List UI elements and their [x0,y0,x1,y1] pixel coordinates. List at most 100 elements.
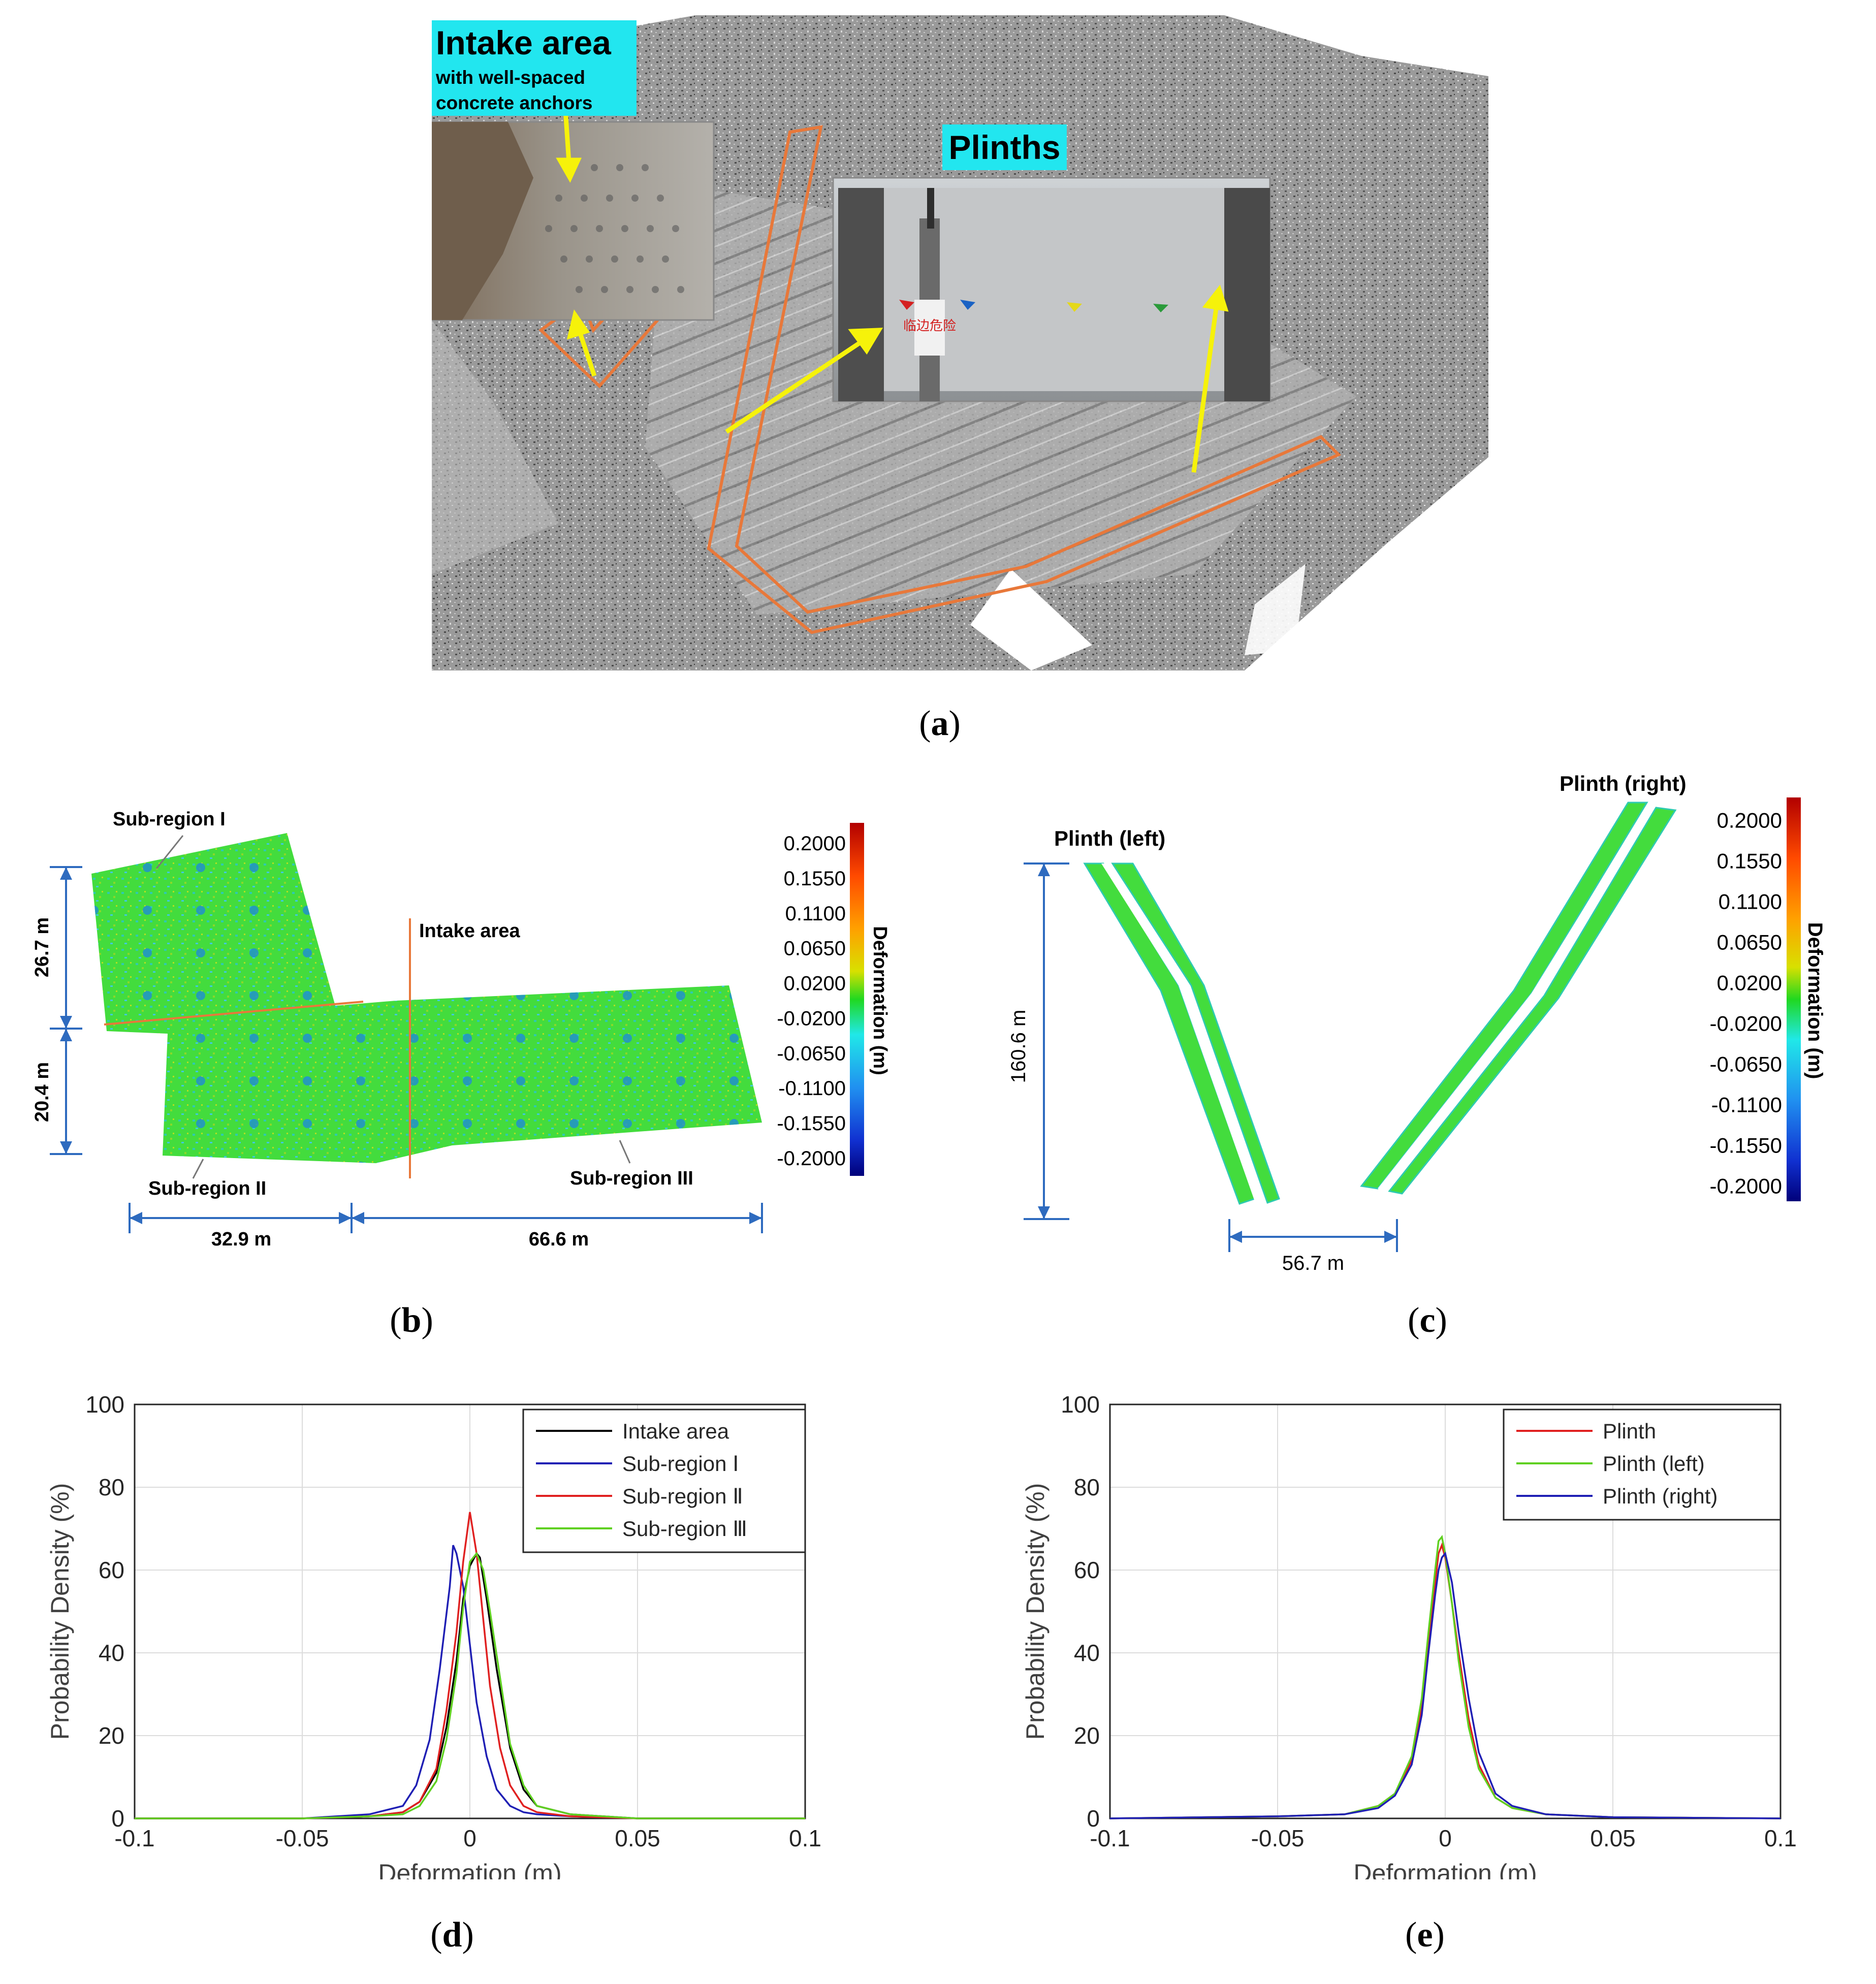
legend-box [1503,1409,1782,1521]
colorbar-tick-label: 0.1550 [784,868,846,890]
caption-e: (e) [1405,1915,1445,1955]
intake-subtitle-line2: concrete anchors [436,92,593,113]
colorbar-tick-label: -0.0200 [777,1007,846,1030]
colorbar-tick-label: -0.1100 [778,1077,846,1100]
y-tick-label: 20 [1074,1722,1100,1749]
y-tick-label: 0 [1087,1805,1100,1832]
plinths-photo: 临边危险 [832,177,1271,402]
intake-divider-horizontal [104,1001,364,1026]
x-tick-label: -0.1 [1090,1825,1130,1851]
y-tick-label: 80 [99,1474,124,1500]
point-cloud-panel: 临边危险 [432,15,1488,670]
series-line-1 [135,1545,805,1819]
legend-label: Sub-region Ⅰ [622,1452,739,1476]
warning-sign-text: 临边危险 [903,318,956,333]
label-sub-region-1: Sub-region I [113,809,226,830]
y-tick-label: 20 [99,1722,124,1749]
plinth-deformation-map: 160.6 m 56.7 m Plinth (left) Plinth (rig… [1007,772,1826,1274]
label-sub-region-2: Sub-region II [148,1178,266,1199]
colorbar-b-title: Deformation (m) [869,926,891,1075]
y-tick-label: 60 [1074,1557,1100,1583]
x-axis-label: Deformation (m) [1353,1859,1537,1879]
plot-frame [134,1403,806,1819]
legend-label: Intake area [622,1419,729,1443]
colorbar-c-ticks: 0.2000 0.1550 0.1100 0.0650 0.0200 -0.0200 -0.… [1710,809,1782,1198]
x-tick-label: -0.1 [114,1825,154,1851]
legend: Intake area Sub-region Ⅰ Sub-region Ⅱ Sub-r… [522,1409,806,1553]
plinths-title: Plinths [942,124,1067,170]
legend-label: Sub-region Ⅱ [622,1484,743,1508]
y-tick-label: 100 [85,1391,124,1418]
x-tick-label: 0 [463,1825,476,1851]
series-line-2 [135,1512,805,1819]
colorbar-tick-label: 0.1550 [1717,849,1782,873]
caption-a: (a) [919,704,961,743]
colorbar-tick-label: -0.1550 [777,1112,846,1135]
colorbar-tick-label: 0.0650 [784,938,846,960]
caption-c: (c) [1408,1301,1447,1340]
chart-d: -0.1 -0.05 0 0.05 0.1 0 20 40 60 80 100 Deformation… [46,1391,821,1879]
legend: Plinth Plinth (left) Plinth (right) [1503,1409,1782,1521]
x-tick-label: 0.05 [1590,1825,1636,1851]
plot-frame [1109,1403,1782,1819]
colorbar-tick-label: 0.2000 [784,833,846,855]
y-tick-label: 60 [99,1557,124,1583]
colorbar-tick-label: -0.1550 [1710,1134,1782,1158]
label-plinth-right: Plinth (right) [1560,772,1687,795]
legend-label: Sub-region Ⅲ [622,1517,747,1541]
y-axis-label: Probability Density (%) [1021,1483,1050,1740]
colorbar-b [850,823,864,1176]
y-tick-label: 100 [1061,1391,1100,1418]
dim-left-bottom: 20.4 m [31,1062,53,1122]
label-sub-region-3: Sub-region III [570,1168,693,1189]
chart-e: -0.1 -0.05 0 0.05 0.1 0 20 40 60 80 100 Deformation… [1021,1391,1797,1879]
label-intake-area: Intake area [419,920,520,942]
colorbar-tick-label: 0.2000 [1717,809,1782,833]
legend-label: Plinth [1603,1419,1656,1443]
series-line-3 [135,1551,805,1819]
y-tick-label: 40 [99,1640,124,1666]
intake-deformation-map: 26.7 m 20.4 m 32.9 m 66.6 m Sub-region I… [31,809,891,1250]
series-line-1 [1109,1534,1781,1819]
dim-left-top: 26.7 m [31,917,53,977]
caption-b: (b) [390,1301,433,1340]
colorbar-c [1787,797,1801,1201]
intake-area-mesh [91,833,762,1163]
label-plinth-left: Plinth (left) [1054,826,1165,850]
colorbar-tick-label: 0.1100 [1719,890,1782,914]
colorbar-tick-label: -0.2000 [1710,1174,1782,1198]
colorbar-tick-label: -0.0200 [1710,1012,1782,1036]
colorbar-tick-label: -0.0650 [777,1042,846,1065]
x-axis-label: Deformation (m) [378,1859,561,1879]
colorbar-tick-label: 0.1100 [785,903,846,925]
dim-bottom-left: 32.9 m [211,1229,271,1250]
x-tick-label: 0.05 [615,1825,660,1851]
x-tick-label: 0.1 [1764,1825,1797,1851]
legend-label: Plinth (left) [1603,1452,1705,1476]
dim-bottom-right: 66.6 m [529,1229,589,1250]
legend-label: Plinth (right) [1603,1484,1718,1508]
colorbar-tick-label: 0.0650 [1717,931,1782,954]
colorbar-tick-label: -0.2000 [777,1147,846,1170]
colorbar-tick-label: -0.0650 [1710,1052,1782,1076]
y-tick-label: 0 [111,1805,124,1832]
x-tick-label: 0.1 [789,1825,821,1851]
plinth-left-strip [1083,862,1280,1205]
y-tick-label: 40 [1074,1640,1100,1666]
colorbar-tick-label: 0.0200 [1717,971,1782,995]
dim-plinth-height: 160.6 m [1007,1010,1030,1083]
y-tick-label: 80 [1074,1474,1100,1500]
series-line-2 [1109,1551,1781,1819]
colorbar-b-ticks: 0.2000 0.1550 0.1100 0.0650 0.0200 -0.0200 -0.… [777,833,846,1170]
x-tick-label: 0 [1439,1825,1452,1851]
intake-title: Intake area [432,20,637,65]
intake-photo [432,121,715,321]
y-axis-label: Probability Density (%) [46,1483,74,1740]
colorbar-c-title: Deformation (m) [1804,922,1826,1079]
plinth-right-strip [1360,802,1677,1195]
dim-plinth-width: 56.7 m [1282,1252,1344,1274]
x-tick-label: -0.05 [1251,1825,1305,1851]
intake-subtitle: with well-spaced concrete anchors [432,65,637,116]
colorbar-tick-label: -0.1100 [1711,1093,1782,1117]
intake-subtitle-line1: with well-spaced [436,67,586,88]
